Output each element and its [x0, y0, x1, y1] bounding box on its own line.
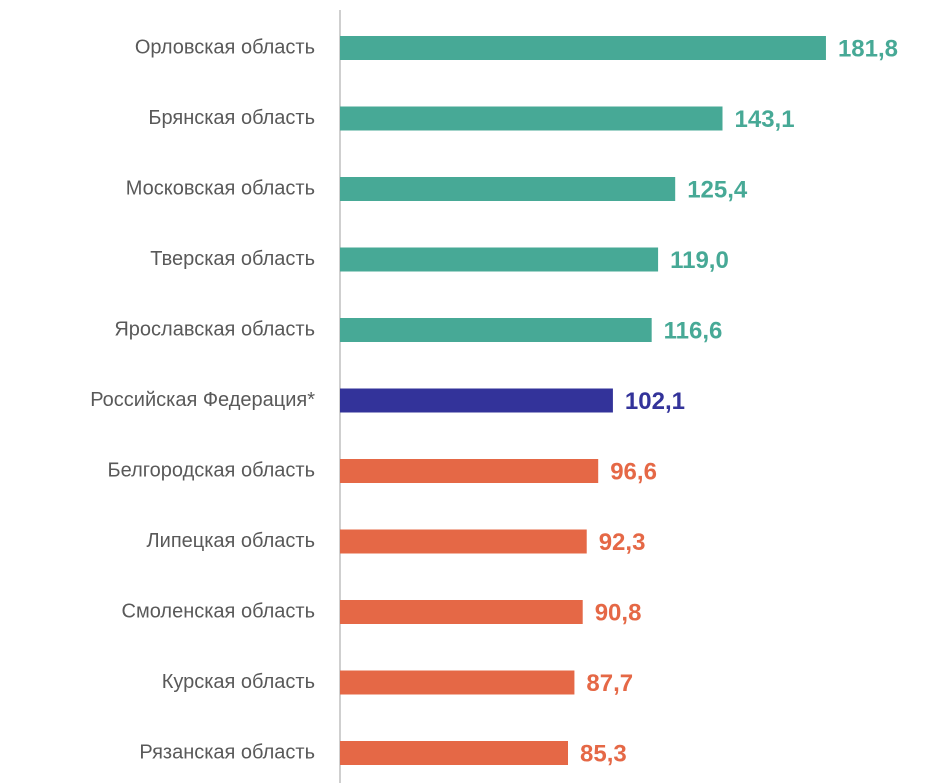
- bar: [340, 529, 587, 554]
- bar: [340, 318, 652, 342]
- category-label: Липецкая область: [147, 530, 315, 552]
- category-label: Московская область: [126, 177, 315, 199]
- value-label: 85,3: [580, 740, 627, 767]
- category-label: Брянская область: [148, 107, 315, 129]
- category-label: Тверская область: [150, 248, 315, 270]
- value-label: 87,7: [586, 670, 633, 697]
- bar: [340, 670, 575, 695]
- bar: [340, 388, 613, 413]
- category-label: Смоленская область: [122, 600, 315, 622]
- value-label: 116,6: [664, 317, 723, 344]
- value-label: 102,1: [625, 388, 685, 415]
- category-label: Орловская область: [135, 36, 315, 58]
- category-label: Курская область: [162, 671, 315, 693]
- bar: [340, 600, 583, 624]
- value-label: 92,3: [599, 529, 646, 556]
- value-label: 90,8: [595, 599, 642, 626]
- value-label: 143,1: [735, 106, 795, 133]
- category-label: Белгородская область: [108, 459, 315, 481]
- bar: [340, 247, 659, 272]
- value-label: 125,4: [687, 176, 748, 203]
- value-label: 119,0: [670, 247, 729, 274]
- category-label: Ярославская область: [114, 318, 315, 340]
- bar: [340, 459, 599, 483]
- bar: [340, 36, 826, 60]
- bar: [340, 741, 569, 765]
- value-label: 181,8: [838, 35, 898, 62]
- bar: [340, 177, 676, 201]
- bar: [340, 106, 723, 131]
- category-label: Российская Федерация*: [90, 389, 315, 411]
- value-label: 96,6: [610, 458, 657, 485]
- category-label: Рязанская область: [139, 741, 315, 763]
